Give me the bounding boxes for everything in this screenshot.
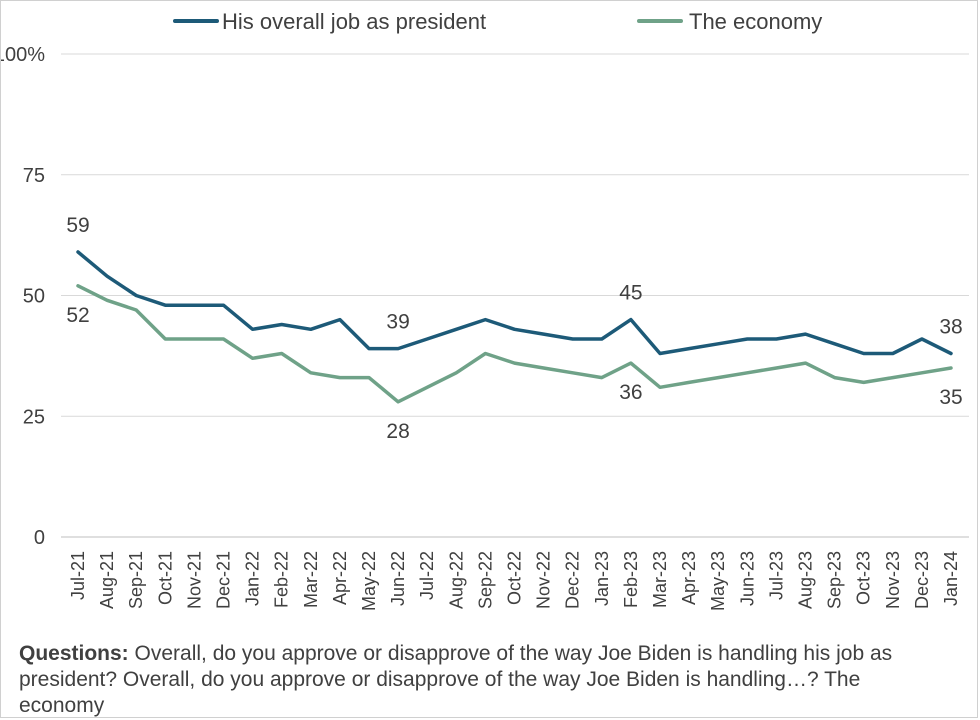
x-tick-label: May-23	[708, 551, 728, 611]
x-tick-label: Jun-23	[737, 551, 757, 606]
y-tick-label: 0	[34, 527, 45, 549]
data-label: 35	[939, 386, 962, 409]
x-tick-label: Dec-22	[563, 551, 583, 609]
gridlines	[61, 53, 969, 538]
footnote-text: Overall, do you approve or disapprove of…	[19, 642, 893, 717]
x-tick-label: Sep-23	[825, 551, 845, 609]
x-tick-label: Jan-23	[592, 551, 612, 606]
x-tick-label: Sep-21	[126, 551, 146, 609]
x-tick-label: Jan-24	[941, 551, 961, 606]
data-label: 59	[66, 214, 89, 237]
data-label: 38	[939, 315, 962, 338]
questions-footnote: Questions: Overall, do you approve or di…	[19, 641, 949, 719]
y-tick-label: 75	[23, 165, 45, 187]
x-tick-label: May-22	[359, 551, 379, 611]
x-tick-label: Oct-22	[505, 551, 525, 605]
x-tick-label: Jul-23	[766, 551, 786, 600]
x-tick-label: Nov-21	[184, 551, 204, 609]
data-label: 52	[66, 304, 89, 327]
x-tick-label: Oct-21	[155, 551, 175, 605]
x-axis-ticks: Jul-21 Aug-21 Sep-21 Oct-21 Nov-21 Dec-21 Jan-…	[68, 551, 961, 611]
x-tick-label: Aug-23	[796, 551, 816, 609]
legend-label: The economy	[689, 9, 822, 34]
data-label: 39	[386, 311, 409, 334]
x-tick-label: Mar-22	[301, 551, 321, 608]
series-line-2	[76, 284, 953, 404]
x-tick-label: Mar-23	[650, 551, 670, 608]
x-tick-label: Oct-23	[854, 551, 874, 605]
series-lines	[76, 250, 953, 404]
x-tick-label: Aug-21	[97, 551, 117, 609]
y-tick-label: 50	[23, 286, 45, 308]
x-tick-label: Dec-23	[912, 551, 932, 609]
legend-label: His overall job as president	[222, 9, 486, 34]
y-tick-label: 25	[23, 406, 45, 428]
legend: His overall job as president The economy	[173, 9, 822, 34]
series-line-1	[76, 250, 953, 356]
y-tick-label: 100%	[1, 44, 45, 66]
x-tick-label: Jan-22	[243, 551, 263, 606]
x-tick-label: Sep-22	[475, 551, 495, 609]
x-tick-label: Feb-22	[272, 551, 292, 608]
data-label: 45	[619, 282, 642, 305]
x-tick-label: Nov-22	[534, 551, 554, 609]
x-tick-label: Jul-22	[417, 551, 437, 600]
x-tick-label: Feb-23	[621, 551, 641, 608]
x-tick-label: Apr-22	[330, 551, 350, 605]
footnote-bold: Questions:	[19, 642, 129, 665]
x-tick-label: Nov-23	[883, 551, 903, 609]
x-tick-label: Apr-23	[679, 551, 699, 605]
x-tick-label: Jul-21	[68, 551, 88, 600]
x-tick-label: Jun-22	[388, 551, 408, 606]
x-tick-label: Dec-21	[214, 551, 234, 609]
data-label: 36	[619, 381, 642, 404]
x-tick-label: Aug-22	[446, 551, 466, 609]
y-axis-ticks: 0 25 50 75 100%	[1, 44, 45, 549]
data-label: 28	[386, 420, 409, 443]
data-labels: 59 39 45 38 52 28 36 35	[66, 214, 962, 443]
